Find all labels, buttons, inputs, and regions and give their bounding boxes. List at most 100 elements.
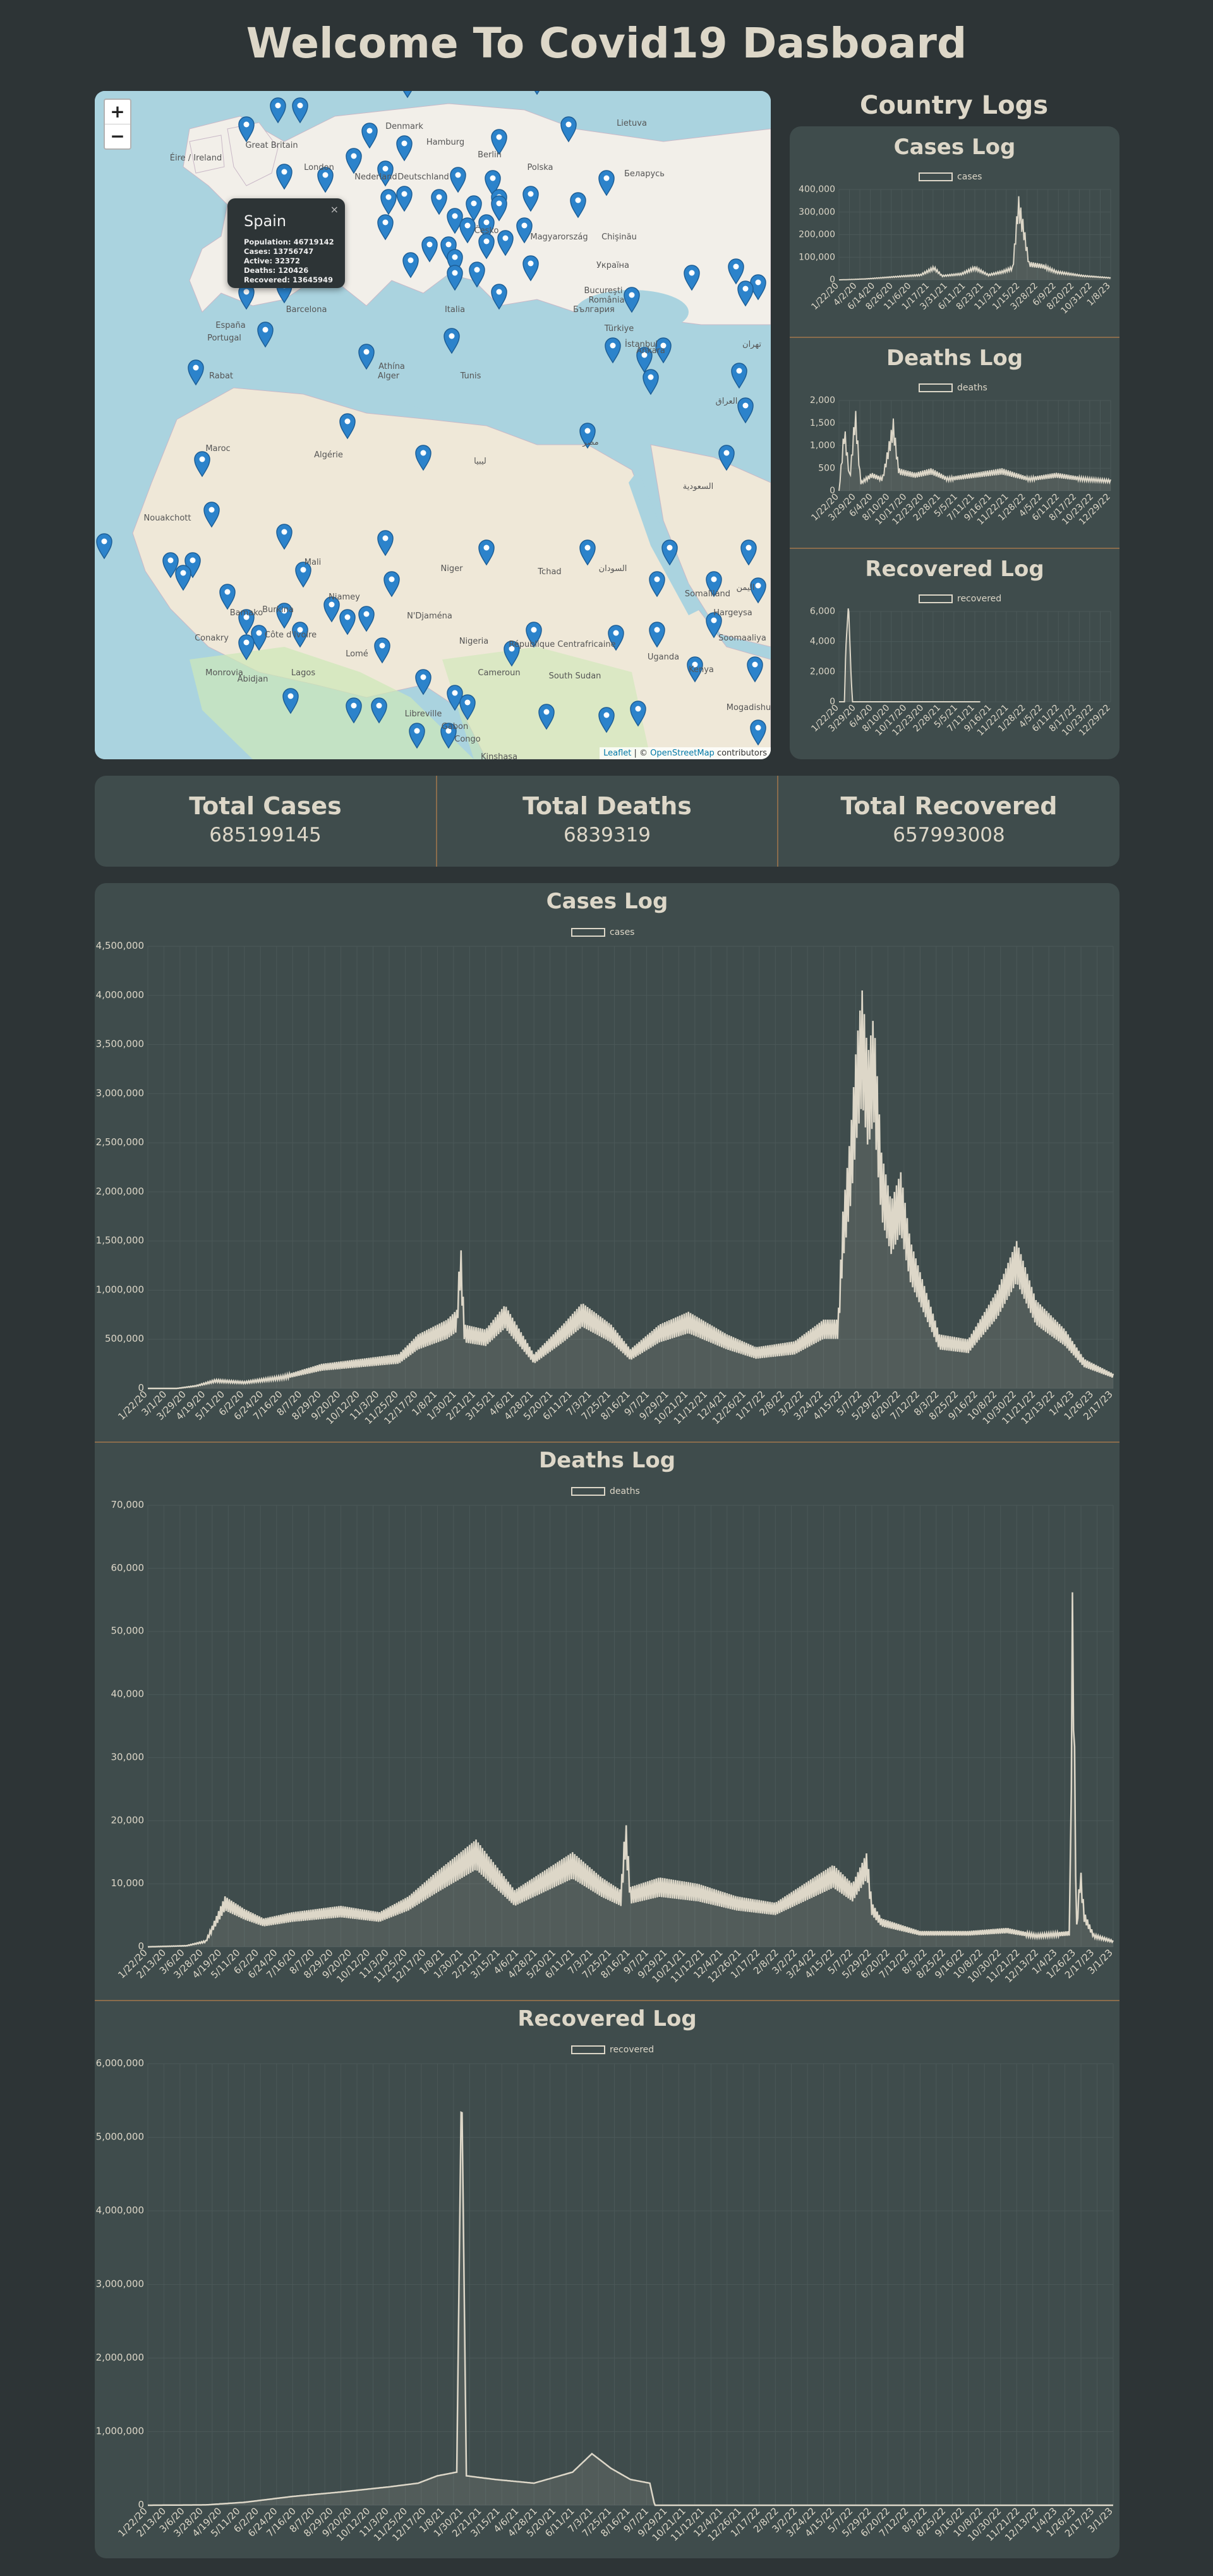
location-pin-icon	[175, 565, 191, 591]
location-pin-icon	[516, 217, 533, 244]
location-pin-icon	[238, 284, 255, 310]
zoom-out-button[interactable]: −	[110, 126, 125, 147]
location-pin-icon	[270, 97, 286, 124]
location-pin-icon	[466, 195, 482, 222]
location-pin-icon	[750, 719, 766, 746]
location-pin-icon	[402, 252, 419, 279]
popup-close-icon[interactable]: ×	[330, 203, 339, 215]
y-tick-label: 3,000,000	[96, 2278, 144, 2290]
chart-legend: recovered	[919, 594, 1001, 604]
y-tick-label: 0	[138, 2499, 144, 2510]
location-pin-icon	[624, 287, 640, 313]
location-pin-icon	[450, 167, 466, 193]
world-map[interactable]: + − Denmark Éire / Ireland Great Britain Lo…	[95, 91, 771, 759]
location-pin-icon	[377, 160, 394, 187]
y-tick-label: 2,000	[810, 395, 835, 406]
location-pin-icon	[459, 217, 476, 244]
leaflet-link[interactable]: Leaflet	[603, 749, 632, 758]
series-line	[148, 2111, 1113, 2507]
y-tick-label: 1,000,000	[96, 1284, 144, 1295]
location-pin-icon	[238, 634, 255, 661]
location-pin-icon	[317, 167, 334, 193]
location-pin-icon	[447, 265, 463, 291]
location-pin-icon	[292, 622, 308, 648]
country-popup: Spain × Population: 46719142 Cases: 1375…	[227, 198, 345, 288]
location-pin-icon	[396, 135, 413, 162]
location-pin-icon	[728, 258, 744, 285]
location-pin-icon	[377, 214, 394, 241]
osm-link[interactable]: OpenStreetMap	[650, 749, 715, 758]
total-recovered-label: Total Recovered	[840, 792, 1058, 820]
legend-label: recovered	[610, 2045, 654, 2055]
popup-population: Population: 46719142	[244, 238, 334, 246]
location-pin-icon	[560, 116, 577, 143]
total-deaths: Total Deaths 6839319	[437, 776, 777, 867]
location-pin-icon	[415, 669, 431, 695]
series-line	[148, 1592, 1114, 1948]
y-tick-label: 1,500	[810, 418, 835, 428]
popup-deaths: Deaths: 120426	[244, 266, 309, 275]
location-pin-icon	[661, 539, 678, 566]
y-tick-label: 400,000	[799, 184, 835, 195]
chart-big-deaths: Deaths Log deaths 0 10,000 20,000 30,000 40,00…	[111, 1448, 1115, 1985]
zoom-in-button[interactable]: +	[105, 100, 130, 124]
divider	[777, 776, 778, 867]
location-pin-icon	[478, 233, 495, 260]
y-tick-label: 40,000	[111, 1688, 145, 1700]
location-pin-icon	[371, 697, 387, 724]
location-pin-icon	[431, 189, 447, 215]
location-pin-icon	[421, 236, 438, 263]
location-pin-icon	[731, 363, 747, 389]
location-pin-icon	[402, 91, 413, 99]
total-deaths-label: Total Deaths	[522, 792, 692, 820]
y-tick-label: 30,000	[111, 1751, 145, 1762]
location-pin-icon	[194, 451, 210, 478]
chart-big-cases: Cases Log cases 0 500,000 1,000,000 1,500,000…	[96, 889, 1115, 1426]
y-tick-label: 1,000	[810, 441, 835, 451]
location-pin-icon	[649, 622, 665, 648]
chart-title: Recovered Log	[865, 557, 1044, 582]
y-tick-label: 2,000,000	[96, 2352, 144, 2363]
legend-swatch	[571, 2045, 605, 2054]
y-tick-label: 2,500,000	[96, 1136, 144, 1148]
location-pin-icon	[361, 123, 378, 149]
location-pin-icon	[718, 445, 735, 471]
series-area	[148, 990, 1113, 1388]
location-pin-icon	[96, 533, 112, 560]
y-tick-label: 2,000,000	[96, 1186, 144, 1197]
series-line	[838, 411, 1111, 491]
chart-title: Deaths Log	[539, 1448, 675, 1473]
chart-small-cases: Cases Log cases 0 100,000 200,000 300,000 400,…	[799, 135, 1113, 316]
location-pin-icon	[497, 230, 514, 256]
location-pin-icon	[579, 423, 596, 449]
location-pin-icon	[346, 148, 362, 174]
y-tick-label: 0	[138, 1941, 144, 1952]
y-tick-label: 4,000,000	[96, 2205, 144, 2216]
location-pin-icon	[605, 337, 621, 364]
location-pin-icon	[162, 552, 179, 579]
popup-country-name: Spain	[244, 212, 287, 230]
y-tick-label: 4,000,000	[96, 989, 144, 1001]
total-cases-label: Total Cases	[189, 792, 342, 820]
location-pin-icon	[491, 129, 507, 155]
y-tick-label: 0	[830, 275, 835, 285]
location-pin-icon	[579, 539, 596, 566]
location-pin-icon	[257, 322, 274, 348]
location-pin-icon	[292, 97, 308, 124]
legend-swatch	[919, 172, 953, 181]
location-pin-icon	[526, 622, 542, 648]
legend-label: cases	[957, 172, 982, 182]
location-pin-icon	[706, 612, 722, 639]
popup-active: Active: 32372	[244, 256, 301, 265]
chart-legend: deaths	[571, 1486, 640, 1496]
chart-title: Cases Log	[546, 889, 668, 914]
location-pin-icon	[737, 397, 754, 424]
location-pin-icon	[219, 584, 236, 610]
legend-swatch	[571, 928, 605, 937]
zoom-control: + −	[104, 99, 131, 150]
location-pin-icon	[747, 656, 763, 683]
location-pin-icon	[444, 328, 460, 354]
y-tick-label: 0	[830, 486, 835, 496]
y-tick-label: 500,000	[105, 1333, 144, 1344]
location-pin-icon	[750, 274, 766, 301]
